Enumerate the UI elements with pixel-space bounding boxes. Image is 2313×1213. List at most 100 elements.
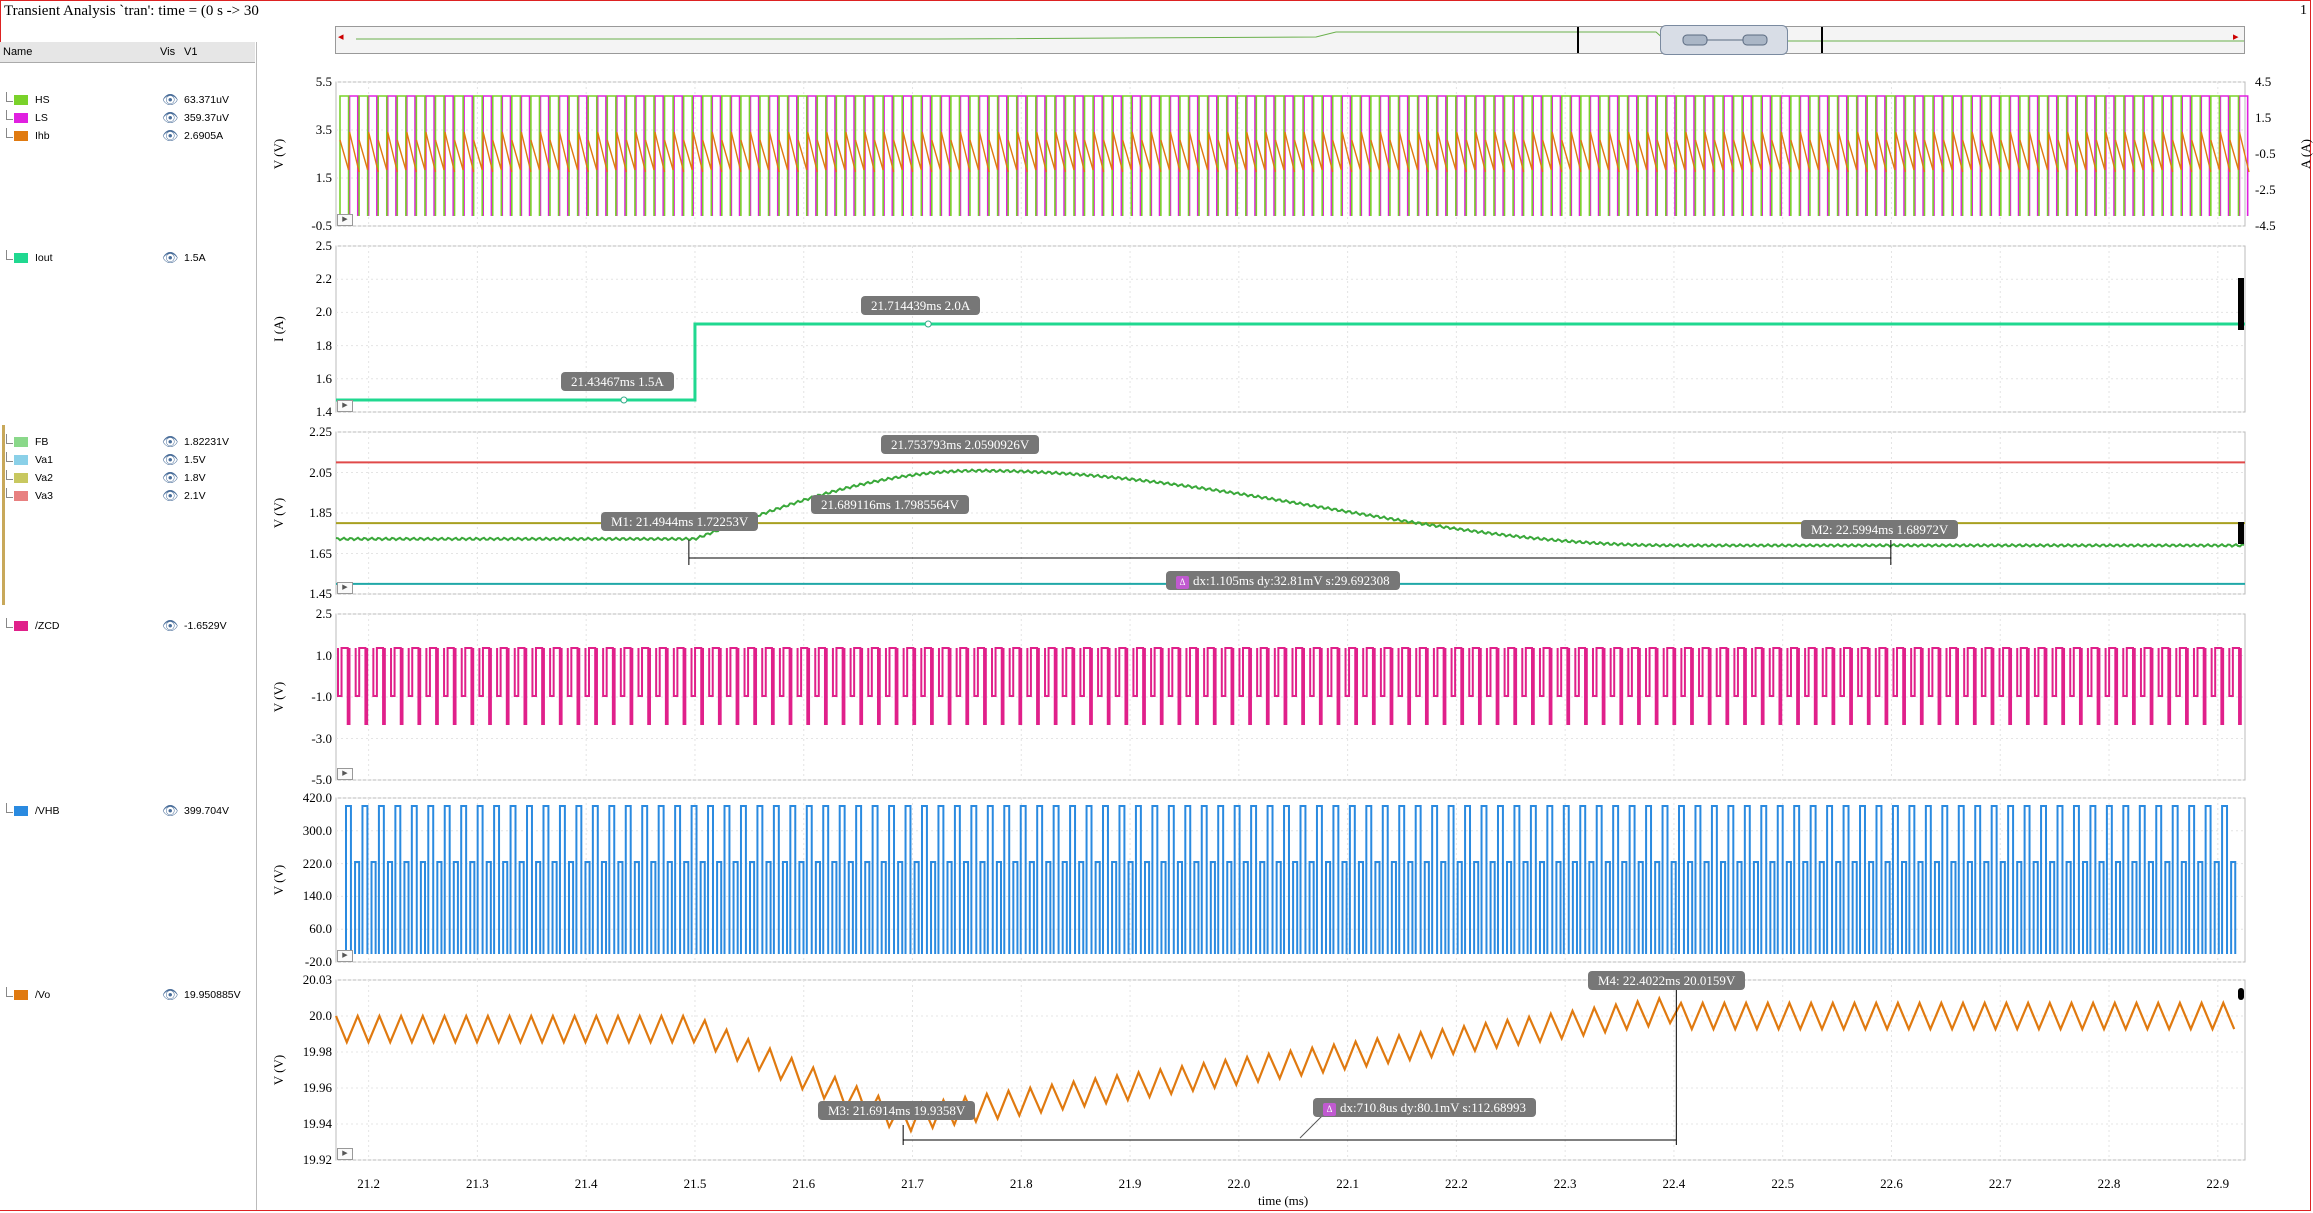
signal-name: /VHB xyxy=(35,805,60,817)
panel-expand-button[interactable]: ▶ xyxy=(337,400,353,412)
y-axis-unit: V (V) xyxy=(271,497,286,529)
marker-label-fb-m2[interactable]: M2: 22.5994ms 1.68972V xyxy=(1801,520,1959,539)
color-swatch[interactable] xyxy=(14,95,28,105)
legend-row[interactable]: /Vo 👁 19.950885V xyxy=(0,987,250,1003)
legend-row[interactable]: /VHB 👁 399.704V xyxy=(0,803,250,819)
marker-label-vo-m3[interactable]: M3: 21.6914ms 19.9358V xyxy=(818,1101,976,1120)
trace-vhb[interactable] xyxy=(345,805,2237,954)
panel-expand-button[interactable]: ▶ xyxy=(337,950,353,962)
y-tick-label: 1.45 xyxy=(309,586,332,601)
panel-expand-button[interactable]: ▶ xyxy=(337,768,353,780)
color-swatch[interactable] xyxy=(14,455,28,465)
y-tick-label: 20.03 xyxy=(302,972,332,987)
tree-branch xyxy=(6,128,13,138)
visibility-eye-icon[interactable]: 👁 xyxy=(162,434,179,449)
trace-ls[interactable] xyxy=(348,95,2249,216)
signal-name: FB xyxy=(35,436,49,448)
signal-name: HS xyxy=(35,94,50,106)
color-swatch[interactable] xyxy=(14,131,28,141)
legend-row[interactable]: Va3 👁 2.1V xyxy=(0,488,250,504)
y-tick-label: 1.8 xyxy=(315,337,332,353)
visibility-eye-icon[interactable]: 👁 xyxy=(162,452,179,467)
color-swatch[interactable] xyxy=(14,473,28,483)
cursor-handle[interactable] xyxy=(2238,522,2244,544)
overview-scrollbar[interactable] xyxy=(335,26,2245,54)
x-tick-label: 22.7 xyxy=(1988,1176,2012,1191)
legend-row[interactable]: HS 👁 63.371uV xyxy=(0,92,250,108)
marker-label-iout-high[interactable]: 21.714439ms 2.0A xyxy=(861,296,981,315)
visibility-eye-icon[interactable]: 👁 xyxy=(162,803,179,818)
color-swatch[interactable] xyxy=(14,491,28,501)
legend-row[interactable]: LS 👁 359.37uV xyxy=(0,110,250,126)
color-swatch[interactable] xyxy=(14,621,28,631)
y-tick-label: 2.5 xyxy=(315,606,332,621)
panel-expand-button[interactable]: ▶ xyxy=(337,1148,353,1160)
signal-value: 359.37uV xyxy=(184,112,229,124)
x-tick-label: 21.7 xyxy=(901,1176,924,1191)
x-tick-label: 21.4 xyxy=(574,1176,598,1191)
tree-branch xyxy=(6,434,13,444)
visibility-eye-icon[interactable]: 👁 xyxy=(162,618,179,633)
delta-icon: Δ xyxy=(1323,1102,1336,1116)
signal-value: 1.82231V xyxy=(184,436,229,448)
panel-expand-button[interactable]: ▶ xyxy=(337,214,353,226)
x-tick-label: 21.3 xyxy=(466,1176,489,1191)
trace-ihb[interactable] xyxy=(339,131,2250,173)
color-swatch[interactable] xyxy=(14,990,28,1000)
marker-label-fb-m1[interactable]: M1: 21.4944ms 1.72253V xyxy=(601,512,759,531)
signal-value: 2.6905A xyxy=(184,130,224,142)
trace-zcd[interactable] xyxy=(337,647,2242,725)
panel-expand-button[interactable]: ▶ xyxy=(337,582,353,594)
legend-row[interactable]: Iout 👁 1.5A xyxy=(0,250,250,266)
color-swatch[interactable] xyxy=(14,253,28,263)
marker-point xyxy=(924,320,932,328)
trace-fb[interactable] xyxy=(335,468,2245,548)
y-tick-label: 1.5 xyxy=(315,170,332,185)
scroll-left-arrow-icon[interactable]: ◂ xyxy=(338,31,344,43)
y-tick-label: 3.5 xyxy=(315,122,332,137)
cursor-handle[interactable] xyxy=(2238,278,2244,330)
color-swatch[interactable] xyxy=(14,806,28,816)
visibility-eye-icon[interactable]: 👁 xyxy=(162,128,179,143)
cursor-handle[interactable] xyxy=(2238,988,2244,1000)
legend-row[interactable]: Va2 👁 1.8V xyxy=(0,470,250,486)
marker-label-fb-mid[interactable]: 21.689116ms 1.7985564V xyxy=(811,495,969,514)
legend-row[interactable]: /ZCD 👁 -1.6529V xyxy=(0,618,250,634)
legend-row[interactable]: FB 👁 1.82231V xyxy=(0,434,250,450)
trace-hs[interactable] xyxy=(339,95,2240,216)
marker-label-iout-low[interactable]: 21.43467ms 1.5A xyxy=(561,372,674,391)
signal-value: 399.704V xyxy=(184,805,229,817)
visibility-eye-icon[interactable]: 👁 xyxy=(162,488,179,503)
visibility-eye-icon[interactable]: 👁 xyxy=(162,470,179,485)
legend-row[interactable]: Ihb 👁 2.6905A xyxy=(0,128,250,144)
scroll-right-arrow-icon[interactable]: ▸ xyxy=(2233,31,2239,43)
marker-label-vo-m4[interactable]: M4: 22.4022ms 20.0159V xyxy=(1588,971,1746,990)
marker-label-fb-peak[interactable]: 21.753793ms 2.0590926V xyxy=(881,435,1040,454)
color-swatch[interactable] xyxy=(14,437,28,447)
y-axis-unit-right: A (A) xyxy=(2298,139,2313,169)
overview-scroll-thumb[interactable] xyxy=(1660,25,1788,55)
y-tick-label: 1.0 xyxy=(315,647,332,663)
color-swatch[interactable] xyxy=(14,113,28,123)
plot-panel-6[interactable] xyxy=(335,979,2246,1161)
visibility-eye-icon[interactable]: 👁 xyxy=(162,110,179,125)
legend-panel: Name Vis V1 xyxy=(0,42,257,1210)
legend-row[interactable]: Va1 👁 1.5V xyxy=(0,452,250,468)
x-tick-label: 22.2 xyxy=(1445,1176,1468,1191)
tree-branch xyxy=(6,250,13,260)
visibility-eye-icon[interactable]: 👁 xyxy=(162,987,179,1002)
y-axis-unit: V (V) xyxy=(271,681,286,713)
y-tick-label: 5.5 xyxy=(315,74,332,89)
y-tick-label: 1.65 xyxy=(309,545,332,561)
visibility-eye-icon[interactable]: 👁 xyxy=(162,250,179,265)
visibility-eye-icon[interactable]: 👁 xyxy=(162,92,179,107)
trace-vo[interactable] xyxy=(334,995,2236,1134)
x-tick-label: 21.6 xyxy=(792,1176,816,1191)
y-tick-label-right: 1.5 xyxy=(2255,110,2272,125)
trace-iout[interactable] xyxy=(336,322,2245,402)
tree-branch xyxy=(6,92,13,102)
x-tick-label: 22.6 xyxy=(1880,1176,1903,1191)
y-axis-unit: V (V) xyxy=(271,1054,286,1086)
